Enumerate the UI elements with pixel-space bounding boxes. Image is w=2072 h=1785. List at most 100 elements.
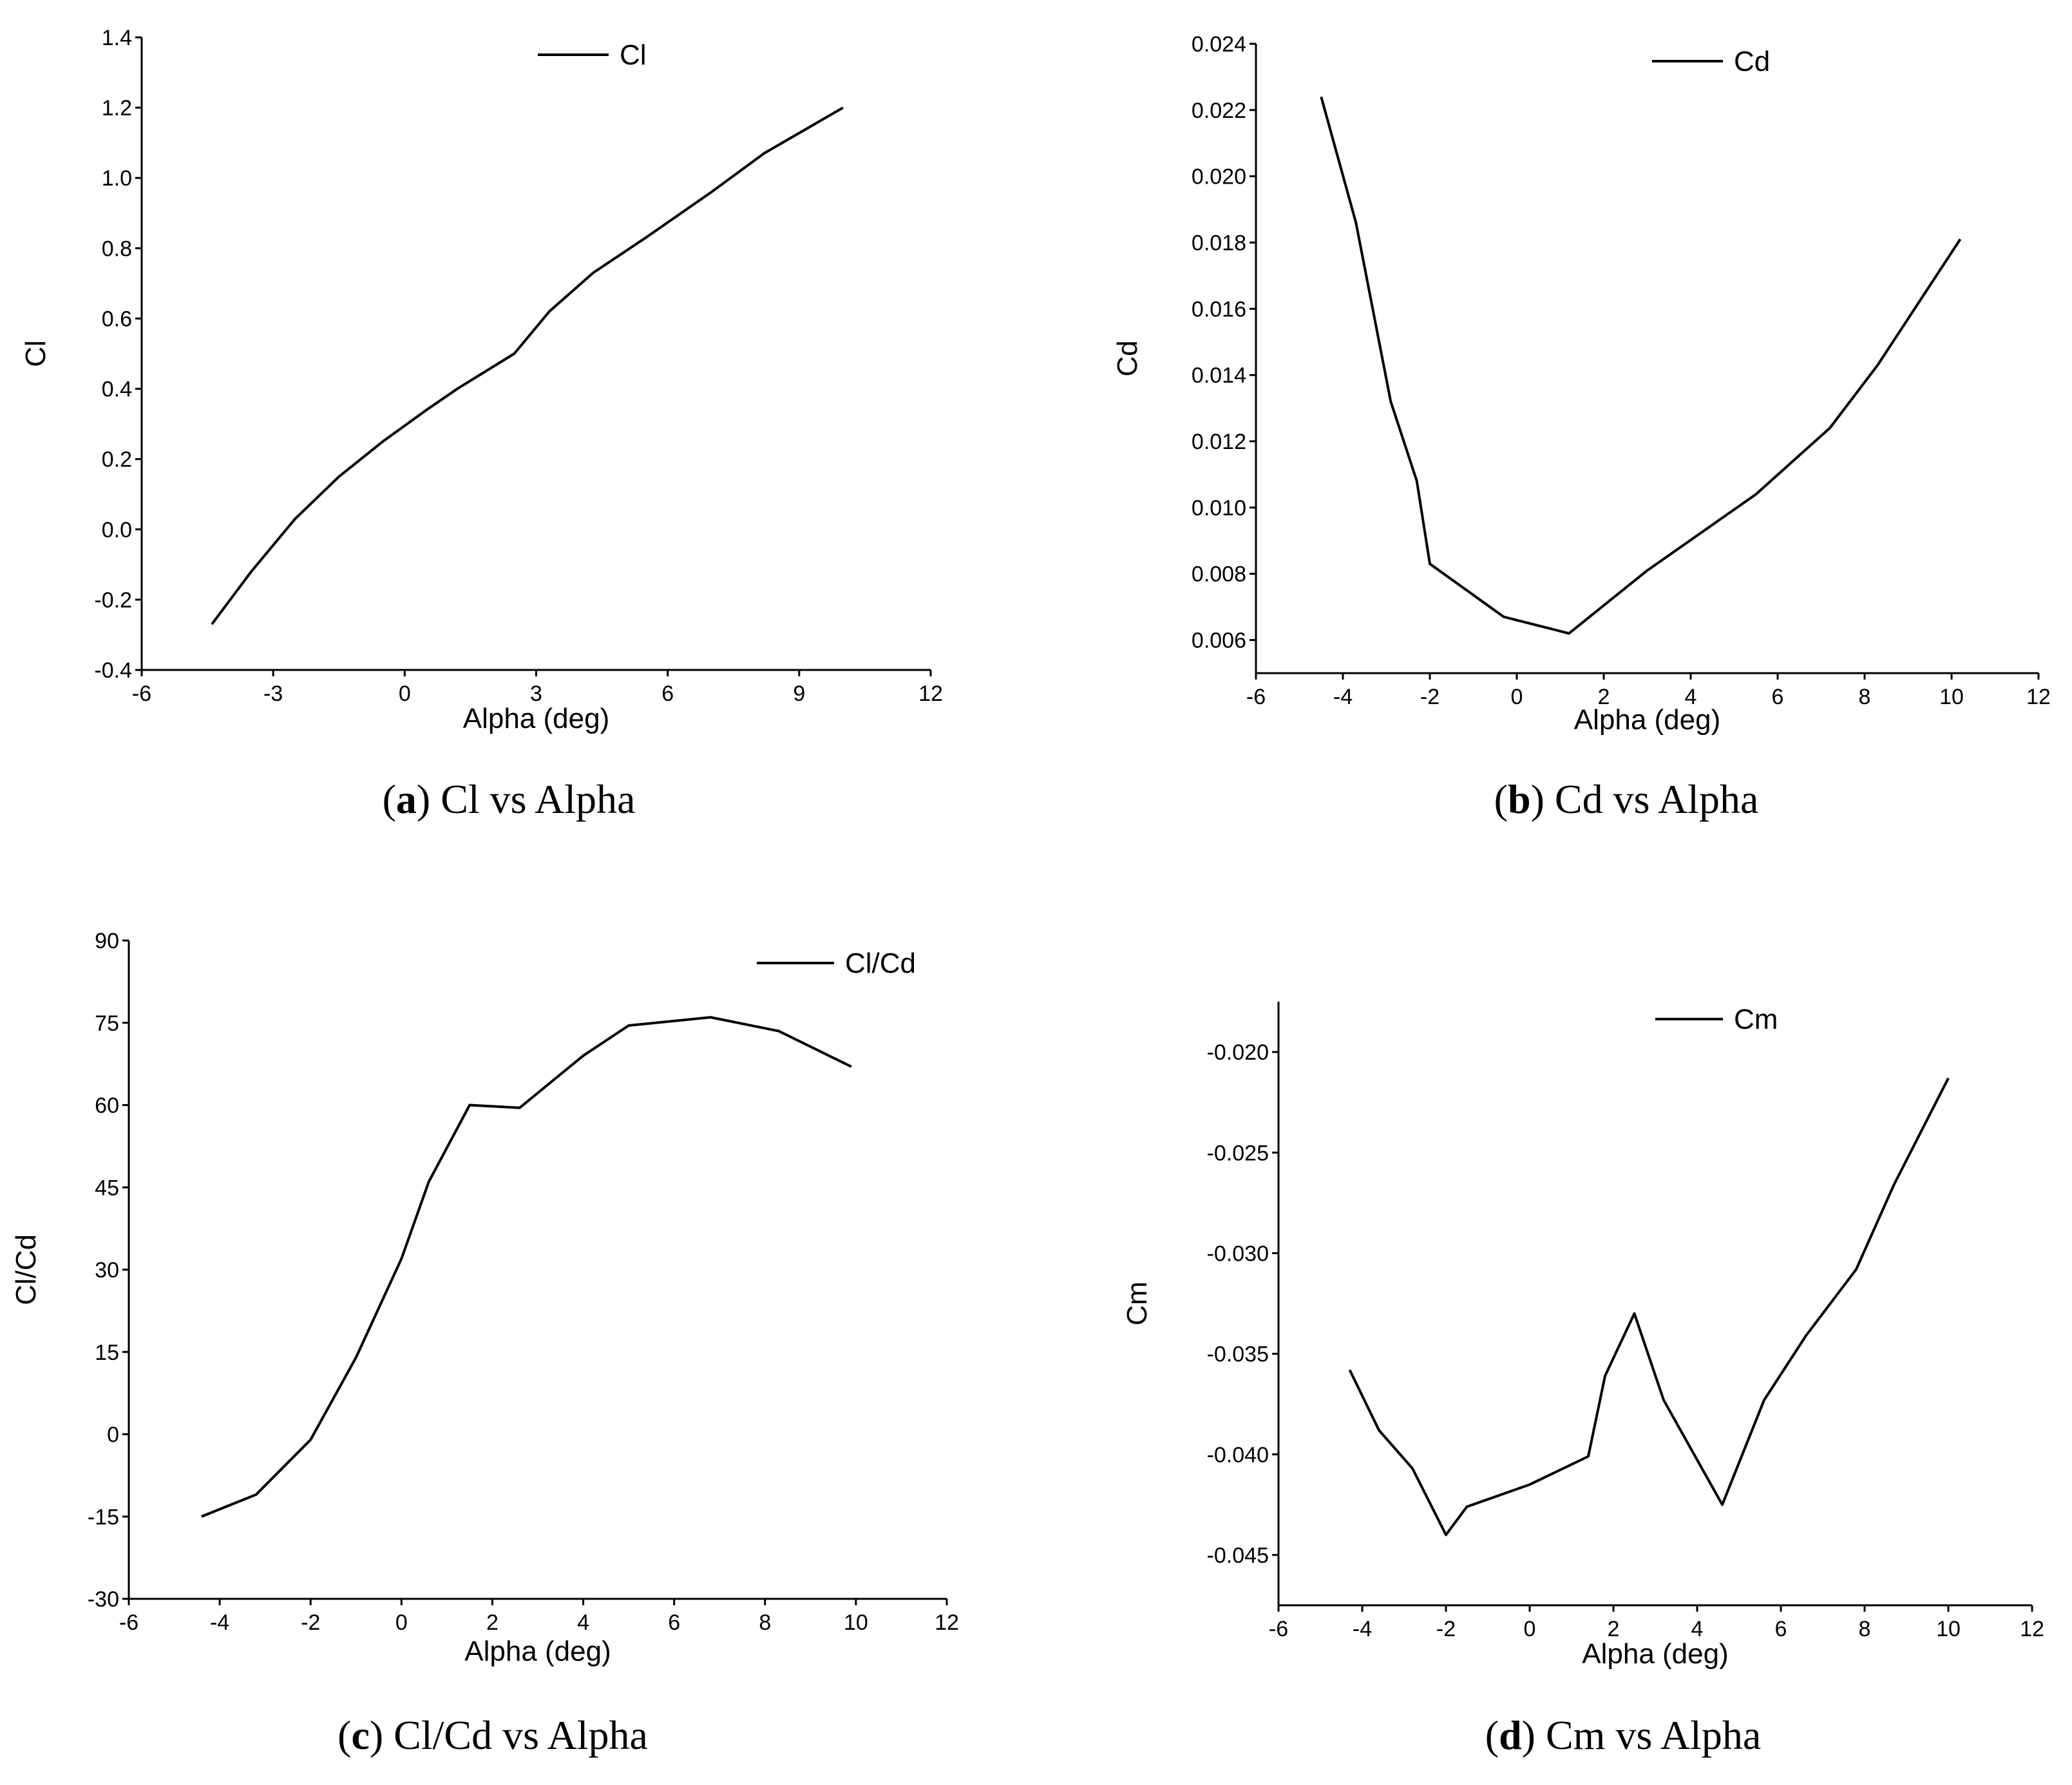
y-tick-label: -15 — [88, 1505, 119, 1529]
x-tick-label: -6 — [1269, 1617, 1288, 1641]
y-tick-label: 30 — [95, 1258, 119, 1283]
y-tick-label: 0.4 — [102, 377, 132, 402]
x-tick-label: 6 — [1772, 685, 1784, 709]
y-tick-label: 15 — [95, 1341, 119, 1365]
x-tick-label: -4 — [1353, 1617, 1372, 1641]
chart-panel-a: -6 -3 0 3 6 9 12 -0.4 -0.2 0.0 0.2 0.4 0.6 0.8 1.0 1.2 1… — [20, 26, 943, 822]
x-tick-label: 2 — [1608, 1617, 1620, 1641]
x-axis-label: Alpha (deg) — [464, 1636, 611, 1667]
subfigure-caption: (a) Cl vs Alpha — [383, 776, 636, 822]
x-axis-label: Alpha (deg) — [463, 703, 609, 734]
series-line-Cl — [211, 106, 844, 625]
x-tick-label: -2 — [301, 1610, 320, 1635]
y-tick-label: 0.6 — [102, 307, 132, 331]
y-tick-label: 0.006 — [1192, 629, 1246, 653]
x-tick-label: 0 — [1511, 685, 1523, 709]
x-tick-label: 3 — [530, 682, 542, 706]
x-tick-label: -6 — [119, 1610, 138, 1635]
y-tick-label: 0.010 — [1192, 496, 1246, 520]
x-tick-label: 10 — [1939, 685, 1964, 709]
y-tick-label: 0.024 — [1192, 32, 1246, 57]
y-tick-label: -0.2 — [94, 588, 132, 613]
y-tick-label: 0.014 — [1192, 363, 1246, 388]
series-line-Cd — [1320, 96, 1962, 635]
x-tick-label: 10 — [844, 1610, 868, 1635]
x-tick-label: -4 — [210, 1610, 229, 1635]
x-tick-label: 8 — [1859, 685, 1871, 709]
y-tick-label: 45 — [95, 1176, 119, 1200]
series-line-Cl/Cd — [201, 1016, 852, 1518]
legend-label: Cl — [620, 39, 647, 71]
chart-panel-d: -6 -4 -2 0 2 4 6 8 10 12 -0.045 -0.040 -0.035 -0.030 -… — [1121, 1002, 2044, 1758]
x-tick-label: 12 — [2020, 1617, 2044, 1641]
y-axis-label: Cl/Cd — [10, 1234, 42, 1305]
y-tick-label: -0.020 — [1207, 1040, 1269, 1065]
caption-paren-open: ( — [1494, 776, 1508, 822]
legend-label: Cm — [1734, 1004, 1778, 1035]
legend-label: Cd — [1734, 46, 1770, 77]
subfigure-caption: (d) Cm vs Alpha — [1485, 1712, 1761, 1758]
x-tick-label: 0 — [1524, 1617, 1536, 1641]
x-tick-label: 0 — [399, 682, 411, 706]
caption-text: ) Cm vs Alpha — [1522, 1712, 1762, 1758]
x-tick-label: 8 — [1859, 1617, 1871, 1641]
y-tick-label: -0.040 — [1207, 1443, 1269, 1467]
y-tick-label: 0 — [107, 1423, 119, 1447]
y-axis-label: Cl — [20, 340, 52, 367]
x-tick-label: -3 — [263, 682, 283, 706]
y-tick-label: 0.8 — [102, 236, 132, 261]
chart-panel-c: -6 -4 -2 0 2 4 6 8 10 12 -30 -15 0 15 30 45 60 75 90 Alpha … — [10, 929, 959, 1758]
x-tick-label: 12 — [935, 1610, 959, 1635]
chart-panel-b: -6 -4 -2 0 2 4 6 8 10 12 0.006 0.008 0.010 0.012 0.014… — [1112, 32, 2051, 822]
x-tick-label: 8 — [759, 1610, 771, 1635]
x-axis-label: Alpha (deg) — [1574, 704, 1720, 736]
y-tick-label: 0.008 — [1192, 562, 1246, 587]
caption-paren-open: ( — [1485, 1712, 1499, 1758]
y-tick-label: 0.016 — [1192, 297, 1246, 321]
x-tick-label: 12 — [918, 682, 943, 706]
x-tick-label: 4 — [1685, 685, 1697, 709]
y-tick-label: 0.018 — [1192, 231, 1246, 256]
y-tick-label: 90 — [95, 929, 119, 953]
x-tick-label: 6 — [668, 1610, 680, 1635]
legend-label: Cl/Cd — [845, 948, 916, 979]
caption-label: c — [351, 1712, 369, 1758]
caption-label: b — [1508, 776, 1531, 822]
y-tick-label: 0.022 — [1192, 99, 1246, 123]
x-tick-label: 6 — [661, 682, 674, 706]
y-tick-label: 0.020 — [1192, 165, 1246, 189]
y-tick-label: 60 — [95, 1094, 119, 1118]
y-tick-label: -0.035 — [1207, 1342, 1269, 1367]
x-tick-label: 2 — [486, 1610, 499, 1635]
x-tick-label: -2 — [1420, 685, 1440, 709]
y-tick-label: 0.012 — [1192, 430, 1246, 454]
caption-paren-open: ( — [383, 776, 396, 822]
y-tick-label: -0.4 — [94, 658, 132, 683]
x-tick-label: -4 — [1333, 685, 1353, 709]
x-tick-label: 12 — [2026, 685, 2051, 709]
x-tick-label: 2 — [1598, 685, 1610, 709]
x-tick-label: -6 — [132, 682, 151, 706]
y-tick-label: -0.030 — [1207, 1241, 1269, 1266]
caption-label: a — [396, 776, 417, 822]
caption-label: d — [1499, 1712, 1522, 1758]
x-tick-label: 0 — [395, 1610, 408, 1635]
subfigure-caption: (c) Cl/Cd vs Alpha — [337, 1712, 648, 1758]
caption-text: ) Cl/Cd vs Alpha — [370, 1712, 648, 1758]
y-tick-label: 1.2 — [102, 96, 132, 120]
caption-text: ) Cl vs Alpha — [417, 776, 636, 822]
x-tick-label: 10 — [1936, 1617, 1961, 1641]
y-tick-label: 0.2 — [102, 448, 132, 472]
y-axis-label: Cd — [1112, 340, 1143, 376]
y-tick-label: -0.025 — [1207, 1141, 1269, 1165]
x-tick-label: 6 — [1775, 1617, 1787, 1641]
y-tick-label: 1.4 — [102, 26, 132, 50]
y-tick-label: -30 — [88, 1587, 119, 1612]
y-tick-label: 75 — [95, 1011, 119, 1036]
subfigure-caption: (b) Cd vs Alpha — [1494, 776, 1759, 822]
caption-text: ) Cd vs Alpha — [1531, 776, 1759, 822]
y-tick-label: 1.0 — [102, 166, 132, 191]
y-tick-label: 0.0 — [102, 518, 132, 542]
series-line-Cm — [1348, 1077, 1950, 1536]
